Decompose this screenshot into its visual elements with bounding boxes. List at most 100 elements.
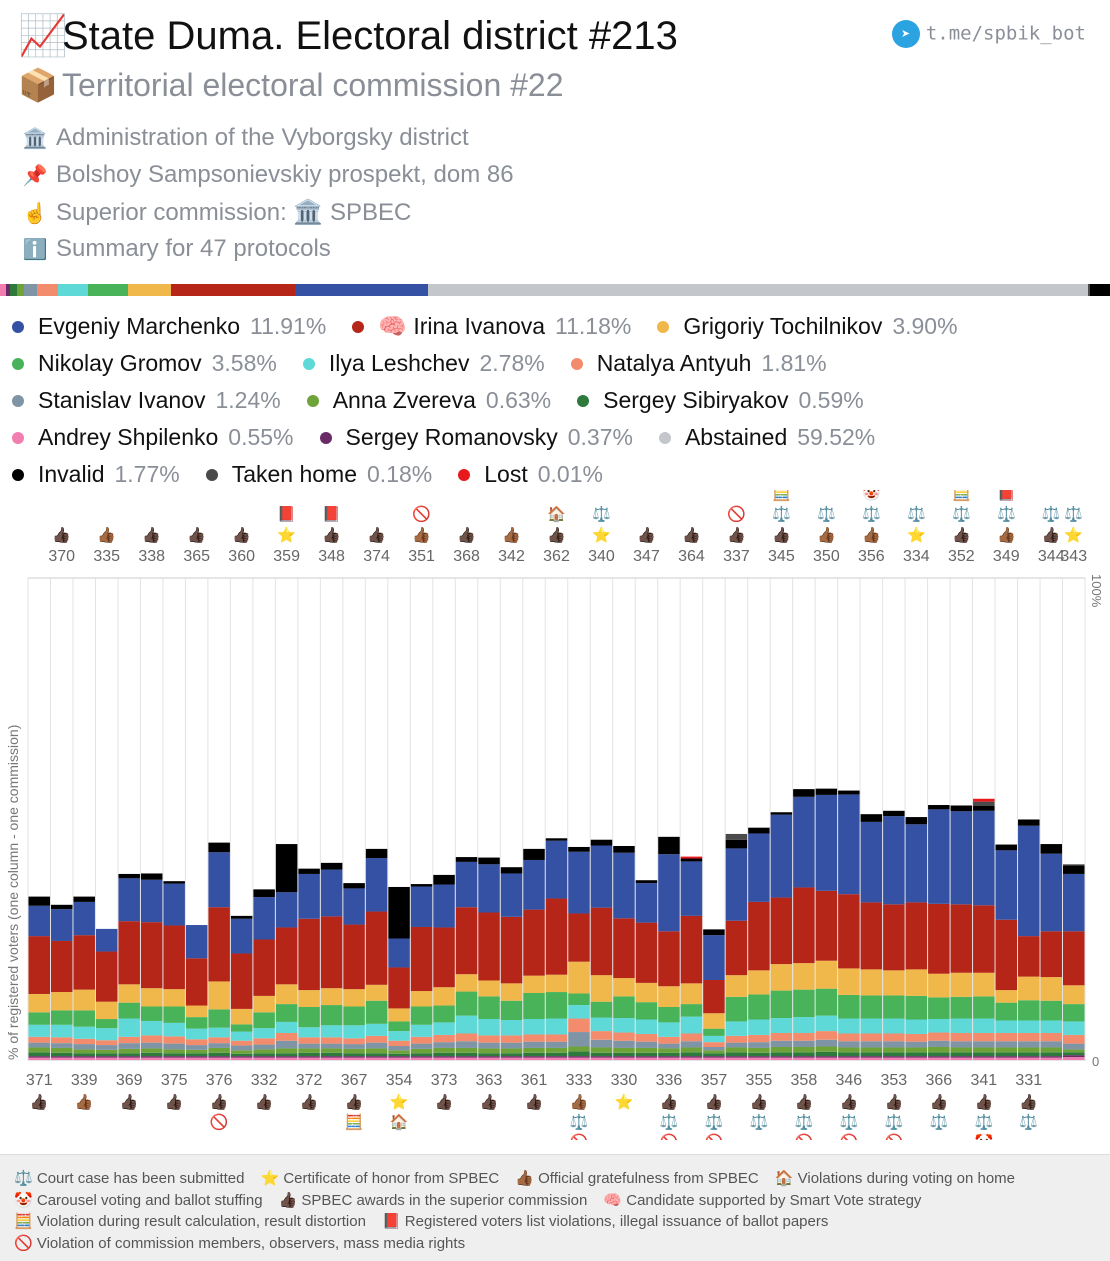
- column-374[interactable]: [366, 849, 387, 1060]
- status-mark-icon: ⭐: [592, 526, 611, 544]
- column-346[interactable]: [838, 791, 859, 1060]
- column-369[interactable]: [118, 874, 139, 1060]
- column-356[interactable]: [861, 814, 882, 1060]
- column-363[interactable]: [478, 858, 499, 1060]
- column-359[interactable]: [276, 844, 297, 1060]
- column-332[interactable]: [253, 889, 274, 1060]
- status-mark-icon: ⭐: [907, 526, 926, 544]
- bar-segment: [771, 964, 792, 991]
- bar-segment: [793, 789, 814, 797]
- bar-segment: [118, 1003, 139, 1019]
- column-348[interactable]: [321, 863, 342, 1060]
- column-358[interactable]: [793, 789, 814, 1060]
- column-360[interactable]: [231, 916, 252, 1060]
- column-347[interactable]: [636, 880, 657, 1060]
- column-343[interactable]: [1063, 864, 1084, 1060]
- column-331[interactable]: [1018, 819, 1039, 1060]
- column-339[interactable]: [73, 897, 94, 1060]
- bar-segment: [906, 1042, 927, 1048]
- column-351[interactable]: [411, 884, 432, 1060]
- telegram-link[interactable]: ➤t.me/spbik_bot: [892, 20, 1086, 48]
- bar-segment: [411, 884, 432, 886]
- column-330[interactable]: [613, 846, 634, 1060]
- column-364[interactable]: [681, 857, 702, 1060]
- bar-segment: [29, 1012, 50, 1025]
- bar-segment: [388, 1054, 409, 1056]
- column-376[interactable]: [208, 843, 229, 1060]
- status-mark-icon: 👍🏿: [750, 1093, 769, 1111]
- bar-segment: [29, 1025, 50, 1037]
- bar-segment: [546, 1056, 567, 1057]
- column-349[interactable]: [996, 845, 1017, 1060]
- bar-segment: [388, 1008, 409, 1021]
- status-mark-icon: 👍🏿: [210, 1093, 229, 1111]
- bar-segment: [456, 974, 477, 991]
- column-357[interactable]: [703, 929, 724, 1060]
- column-355[interactable]: [748, 828, 769, 1060]
- column-334[interactable]: [906, 817, 927, 1060]
- legend-percent: 0.55%: [228, 424, 293, 451]
- column-371[interactable]: [29, 897, 50, 1060]
- column-370[interactable]: [51, 905, 72, 1060]
- column-361[interactable]: [523, 849, 544, 1060]
- column-336[interactable]: [658, 837, 679, 1060]
- column-362[interactable]: [546, 838, 567, 1060]
- status-mark-icon: 👍🏿: [480, 1093, 499, 1111]
- bar-segment: [366, 1053, 387, 1056]
- column-352[interactable]: [951, 806, 972, 1060]
- bar-segment: [636, 923, 657, 983]
- column-366[interactable]: [928, 805, 949, 1060]
- column-344[interactable]: [1041, 844, 1062, 1060]
- bar-segment: [231, 1046, 252, 1051]
- bar-segment: [613, 1033, 634, 1041]
- column-341[interactable]: [973, 799, 994, 1060]
- legend-percent: 1.24%: [215, 387, 280, 414]
- column-333[interactable]: [568, 847, 589, 1060]
- bar-segment: [703, 1056, 724, 1057]
- status-mark-icon: 👍🏿: [1042, 526, 1061, 544]
- column-372[interactable]: [298, 869, 319, 1060]
- column-367[interactable]: [343, 883, 364, 1060]
- bar-segment: [1018, 1056, 1039, 1057]
- bar-segment: [433, 1048, 454, 1053]
- status-mark-icon: ⚖️: [840, 1113, 859, 1131]
- column-365[interactable]: [186, 925, 207, 1060]
- column-342[interactable]: [501, 867, 522, 1060]
- column-353[interactable]: [883, 811, 904, 1060]
- column-345[interactable]: [771, 812, 792, 1060]
- bar-segment: [861, 995, 882, 1018]
- column-340[interactable]: [591, 840, 612, 1060]
- column-337[interactable]: [726, 834, 747, 1060]
- column-335[interactable]: [96, 929, 117, 1060]
- bar-segment: [298, 869, 319, 874]
- bar-segment: [951, 1047, 972, 1052]
- bar-segment: [996, 1058, 1017, 1060]
- bar-segment: [96, 1002, 117, 1019]
- column-338[interactable]: [141, 873, 162, 1060]
- bar-segment: [838, 1058, 859, 1060]
- bar-segment: [928, 997, 949, 1019]
- column-368[interactable]: [456, 857, 477, 1060]
- column-350[interactable]: [816, 789, 837, 1060]
- column-373[interactable]: [433, 875, 454, 1060]
- bar-segment: [298, 874, 319, 919]
- status-mark-icon: 🏠: [547, 505, 566, 523]
- column-354[interactable]: [388, 887, 409, 1060]
- column-375[interactable]: [163, 881, 184, 1060]
- bar-segment: [996, 1020, 1017, 1033]
